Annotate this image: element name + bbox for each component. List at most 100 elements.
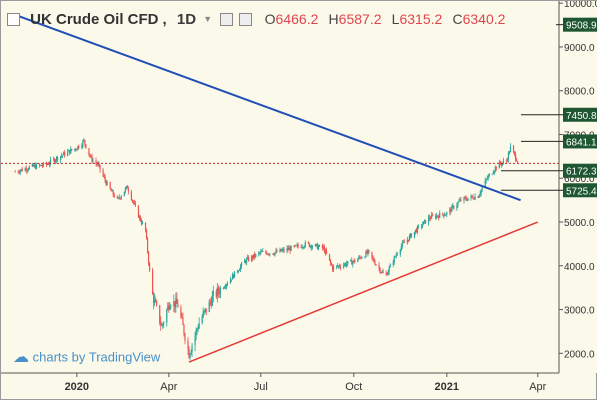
candle: [301, 244, 303, 250]
candle-body: [102, 169, 104, 176]
candle: [387, 269, 389, 276]
candle-body: [365, 251, 367, 258]
x-tick-label: 2020: [65, 381, 89, 393]
candle-body: [407, 239, 409, 241]
candle: [283, 246, 285, 253]
candle: [167, 302, 169, 311]
candle-body: [191, 345, 193, 352]
candle-body: [470, 195, 472, 199]
candle: [276, 248, 278, 253]
candle-body: [48, 163, 51, 165]
candle-body: [91, 156, 93, 162]
interval-label[interactable]: 1D: [176, 10, 197, 28]
candle-body: [438, 216, 440, 218]
candle-body: [345, 263, 347, 266]
tradingview-watermark[interactable]: ☁ charts by TradingView: [13, 347, 160, 367]
candle: [111, 188, 113, 192]
candle-body: [233, 271, 236, 278]
candle: [254, 251, 256, 261]
candle-body: [187, 340, 189, 349]
candle: [444, 212, 446, 217]
candle-body: [283, 249, 285, 252]
candle-body: [330, 263, 333, 266]
candle: [76, 149, 78, 151]
dropdown-arrow-icon[interactable]: ▼: [203, 14, 213, 25]
compare-square-icon[interactable]: [239, 12, 253, 26]
candle-body: [336, 265, 338, 267]
candle-body: [118, 197, 120, 198]
candle: [112, 189, 114, 197]
candle: [20, 168, 22, 173]
candle: [339, 263, 341, 269]
candle-body: [324, 250, 327, 253]
candle-body: [417, 225, 420, 227]
candle: [467, 198, 469, 202]
candle: [378, 261, 380, 272]
candle-body: [244, 260, 246, 263]
candle: [78, 144, 80, 150]
candle-body: [268, 253, 270, 255]
candle: [413, 231, 416, 239]
candle-body: [406, 239, 408, 243]
open-label: O: [264, 11, 276, 28]
candle: [438, 214, 440, 221]
candle: [368, 249, 370, 255]
candle: [488, 172, 490, 178]
candle: [273, 252, 275, 256]
candle-body: [387, 271, 389, 276]
symbol-title[interactable]: UK Crude Oil CFD: [30, 10, 159, 28]
candle: [54, 159, 57, 165]
candle-body: [515, 159, 518, 162]
candle-body: [188, 348, 190, 358]
candle: [279, 247, 281, 253]
settings-square-icon[interactable]: [220, 12, 234, 26]
candle: [485, 178, 487, 184]
candle-body: [513, 151, 516, 154]
price-label-text: 5725.4: [566, 186, 597, 197]
candle: [212, 285, 214, 303]
price-labels: 9508.9 7450.8 6841.1 6172.3 5725.4: [501, 17, 597, 198]
candle-body: [344, 263, 346, 266]
candle: [450, 207, 452, 215]
watermark-text: charts by TradingView: [32, 349, 161, 365]
candle: [99, 164, 101, 173]
candle: [331, 264, 334, 272]
candle: [460, 197, 462, 202]
candle-body: [109, 182, 111, 189]
candle: [218, 286, 220, 298]
candle: [338, 265, 340, 270]
candle: [85, 144, 87, 149]
candle-body: [169, 306, 171, 310]
candle: [211, 290, 213, 307]
candle: [267, 253, 269, 255]
candle-body: [162, 324, 164, 326]
candle-body: [399, 249, 401, 255]
candle-body: [485, 179, 487, 181]
candle: [68, 149, 70, 152]
candle: [31, 162, 33, 168]
candle-body: [230, 279, 233, 281]
candle: [116, 195, 118, 200]
candle-body: [302, 247, 304, 248]
candle: [139, 215, 142, 223]
candle-body: [119, 197, 121, 199]
candle-body: [460, 199, 462, 201]
candle-body: [251, 256, 253, 261]
candle: [238, 268, 241, 271]
candle-body: [386, 274, 388, 276]
candle-body: [194, 335, 196, 346]
candle: [161, 321, 163, 327]
candle-body: [174, 301, 176, 308]
candle-body: [18, 172, 20, 173]
candle-body: [353, 260, 355, 262]
candle-body: [372, 257, 374, 259]
candle-body: [83, 139, 85, 141]
candle: [288, 244, 290, 250]
candle: [46, 162, 49, 166]
candle-body: [443, 214, 445, 217]
candle: [343, 262, 345, 269]
candle: [351, 257, 353, 265]
plot-area[interactable]: [1, 15, 559, 363]
candle-body: [359, 256, 361, 258]
